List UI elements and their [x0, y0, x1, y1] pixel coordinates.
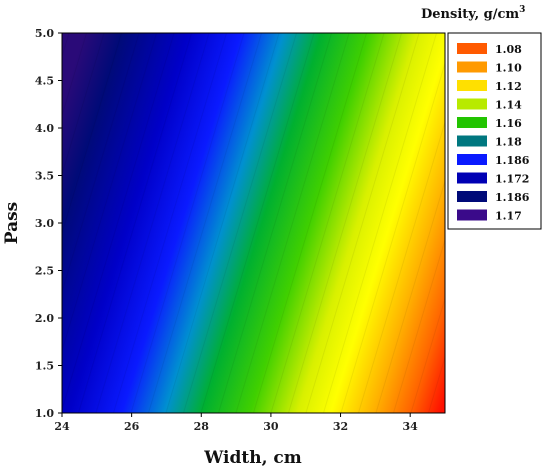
legend-title-sup: 3 [519, 5, 525, 15]
contour-line [322, 33, 438, 413]
contour-line [130, 33, 245, 413]
legend-swatch [457, 191, 487, 202]
contour-line [252, 33, 368, 413]
legend-label: 1.186 [495, 191, 530, 204]
contour-line [112, 33, 228, 413]
y-tick-label: 2.0 [35, 312, 54, 325]
contour-line [357, 120, 445, 413]
x-axis-label: Width, cm [203, 448, 302, 468]
legend-title-main: Density, g/cm [421, 7, 519, 22]
legend-swatch [457, 172, 487, 184]
x-tick-label: 30 [263, 420, 279, 433]
contour-line [62, 33, 140, 294]
x-tick-label: 32 [333, 420, 348, 433]
y-tick-label: 3.0 [35, 217, 54, 230]
contour-line [182, 33, 298, 413]
legend-label: 1.12 [495, 80, 522, 93]
legend-label: 1.16 [495, 117, 522, 130]
contour-line [62, 33, 175, 412]
contour-line [200, 33, 315, 413]
contour-line [62, 33, 105, 177]
y-tick-label: 4.5 [35, 75, 54, 88]
contour-line [62, 33, 123, 235]
y-tick-label: 5.0 [35, 27, 54, 40]
contour-line [545, 13, 550, 433]
contour-line [375, 179, 445, 413]
x-tick-label: 28 [194, 420, 210, 433]
contour-line [62, 33, 158, 353]
x-tick-label: 34 [403, 420, 419, 433]
y-tick-label: 3.5 [35, 170, 54, 183]
x-tick-label: 26 [124, 420, 140, 433]
contour-line [217, 33, 333, 413]
x-axis: 24 26 28 30 32 34 [54, 413, 418, 433]
legend-label: 1.17 [495, 210, 522, 223]
legend-swatch [457, 43, 487, 54]
contour-fill [62, 33, 445, 413]
legend-swatch [457, 98, 487, 110]
contour-line [287, 33, 403, 413]
legend-label: 1.14 [495, 99, 522, 112]
y-axis-label: Pass [2, 202, 22, 244]
contour-line [392, 238, 445, 413]
legend-label: 1.186 [495, 154, 530, 167]
contour-line [427, 355, 445, 413]
y-axis: 1.0 1.5 2.0 2.5 3.0 3.5 4.0 4.5 5.0 [35, 27, 62, 420]
legend-swatch [457, 80, 487, 91]
contour-line [270, 33, 385, 413]
contour-line [305, 33, 420, 413]
contour-line [95, 33, 210, 413]
legend-swatch [457, 61, 487, 73]
contour-line [410, 296, 445, 413]
contour-line [147, 33, 263, 413]
legend-label: 1.10 [495, 62, 522, 75]
contour-line [77, 33, 193, 413]
contour-bands [62, 13, 550, 433]
y-tick-label: 1.0 [35, 407, 54, 420]
legend-label: 1.08 [495, 43, 522, 56]
legend-items: 1.08 1.10 1.12 1.14 1.16 1.18 1.186 1.172 1.186 1… [457, 43, 530, 223]
contour-field [62, 13, 550, 433]
legend-swatch [457, 154, 487, 165]
y-tick-label: 2.5 [35, 265, 54, 278]
legend-title: Density, g/cm3 [421, 5, 525, 22]
x-tick-label: 24 [54, 420, 70, 433]
contour-line [340, 61, 445, 413]
y-tick-label: 4.0 [35, 122, 54, 135]
legend-label: 1.18 [495, 136, 522, 149]
contour-line [235, 33, 350, 413]
legend-label: 1.172 [495, 173, 529, 186]
legend-swatch [457, 135, 487, 147]
contour-line [62, 33, 88, 118]
contour-line [165, 33, 280, 413]
legend-swatch [457, 117, 487, 128]
y-tick-label: 1.5 [35, 360, 54, 373]
legend-swatch [457, 209, 487, 221]
